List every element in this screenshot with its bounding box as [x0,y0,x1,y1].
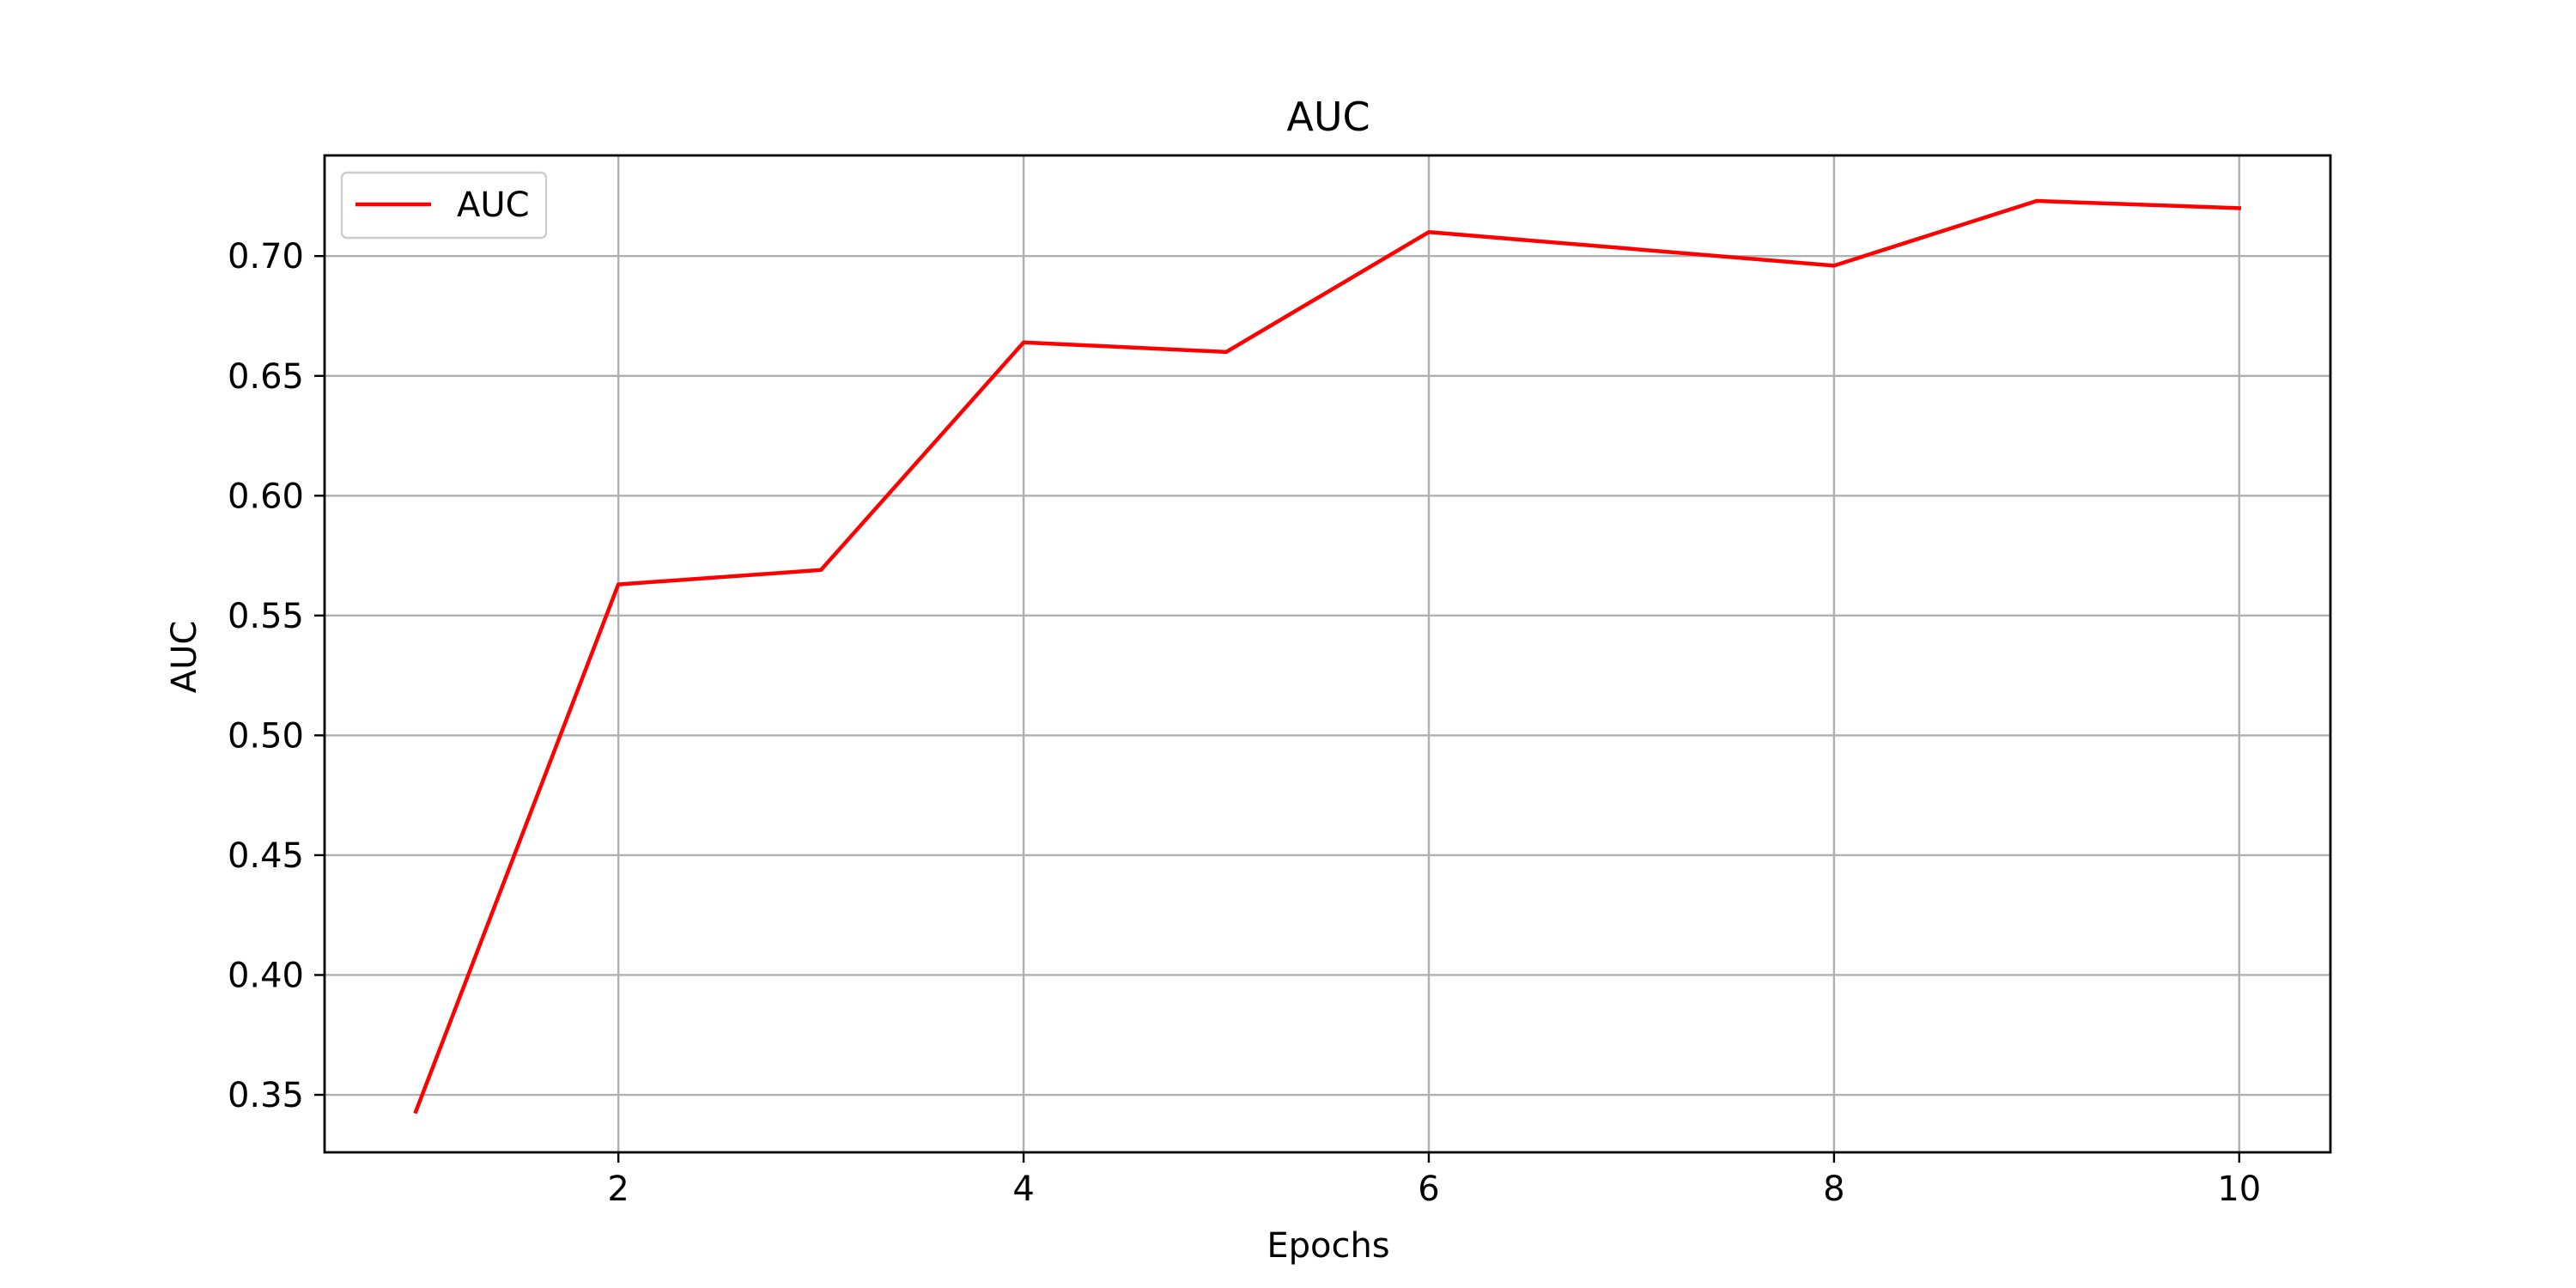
x-tick-label: 6 [1418,1170,1439,1209]
axes-frame [323,154,2332,1154]
y-tick-label: 0.45 [228,836,304,876]
series-group [413,198,2242,1115]
chart-title: AUC [1286,94,1370,140]
y-tick-label: 0.65 [228,357,304,397]
series-line-auc [413,198,2242,1115]
y-tick-label: 0.70 [228,237,304,276]
y-tick-label: 0.35 [228,1076,304,1115]
y-tick-label: 0.60 [228,477,304,516]
y-tick-label: 0.40 [228,956,304,995]
x-tick-label: 4 [1012,1170,1034,1209]
y-axis-label: AUC [165,621,204,694]
y-tick-label: 0.55 [228,597,304,636]
x-tick-label: 10 [2217,1170,2261,1209]
legend-box [340,171,548,240]
x-tick-label: 8 [1823,1170,1844,1209]
y-tick-label: 0.50 [228,716,304,756]
x-axis-label: Epochs [1267,1226,1389,1266]
x-tick-label: 2 [607,1170,629,1209]
grid-lines [325,155,2330,1152]
legend-label: AUC [457,185,530,225]
legend: AUC [340,171,548,240]
